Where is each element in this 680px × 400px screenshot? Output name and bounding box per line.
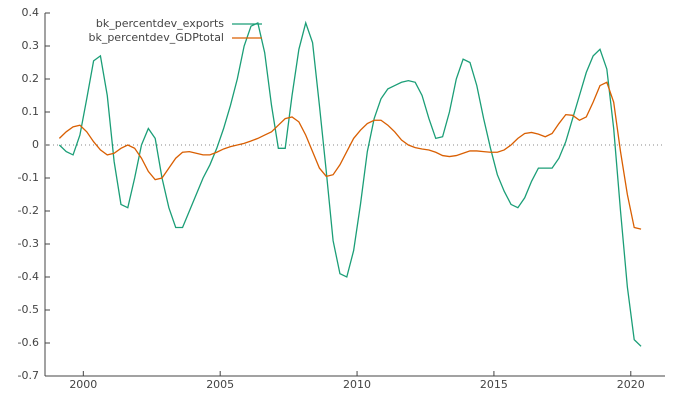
y-tick-label: 0 — [32, 138, 39, 151]
y-tick-label: -0.4 — [18, 270, 39, 283]
x-tick-label: 2010 — [343, 378, 371, 391]
legend-label: bk_percentdev_GDPtotal — [88, 31, 224, 44]
series-line — [58, 81, 642, 230]
y-tick-label: 0.4 — [22, 6, 40, 19]
y-tick-label: -0.5 — [18, 303, 39, 316]
x-tick-label: 2015 — [480, 378, 508, 391]
x-tick-label: 2020 — [617, 378, 645, 391]
y-tick-label: 0.1 — [22, 105, 40, 118]
y-tick-label: -0.7 — [18, 369, 39, 382]
series-line — [58, 20, 642, 347]
y-tick-label: 0.2 — [22, 72, 40, 85]
legend-label: bk_percentdev_exports — [96, 17, 224, 30]
y-tick-label: -0.1 — [18, 171, 39, 184]
y-tick-label: -0.6 — [18, 336, 39, 349]
y-tick-label: -0.2 — [18, 204, 39, 217]
y-tick-label: 0.3 — [22, 39, 40, 52]
x-tick-label: 2000 — [69, 378, 97, 391]
y-tick-label: -0.3 — [18, 237, 39, 250]
x-tick-label: 2005 — [206, 378, 234, 391]
